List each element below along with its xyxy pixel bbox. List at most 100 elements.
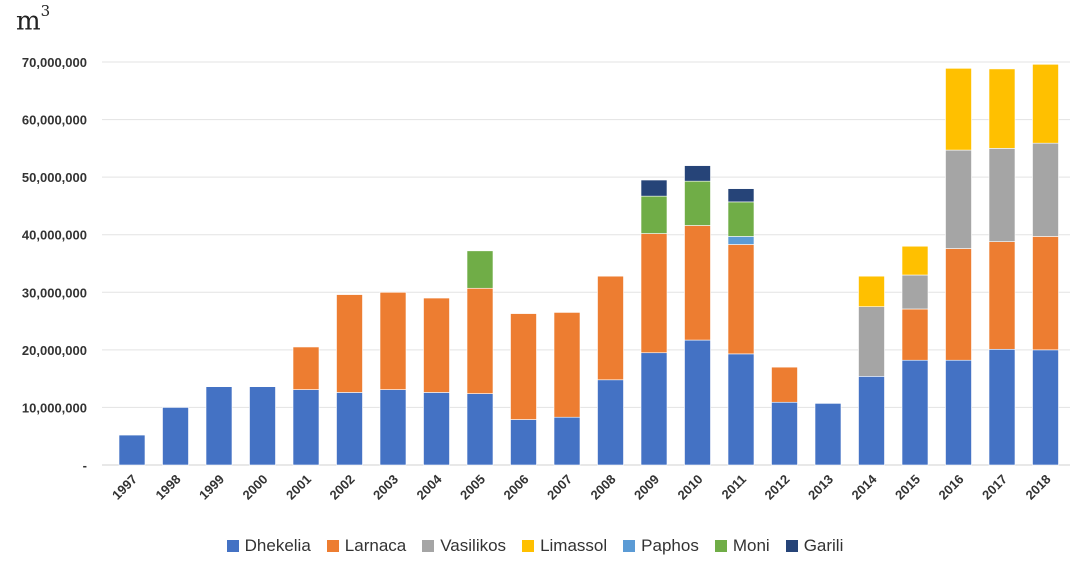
x-tick-label: 1998 [153, 472, 184, 503]
bar-stack-2015 [901, 245, 929, 466]
y-tick-label: 60,000,000 [22, 113, 87, 128]
bar-segment-garili-2011 [727, 188, 755, 203]
bar-stack-2004 [423, 297, 450, 466]
bar-stack-2007 [553, 312, 581, 466]
bar-stack-2006 [510, 313, 537, 466]
bar-segment-dhekelia-2004 [423, 392, 450, 466]
legend-swatch [226, 540, 239, 552]
bar-segment-dhekelia-2012 [771, 401, 798, 466]
bar-segment-larnaca-2004 [423, 297, 450, 393]
bar-segment-moni-2011 [727, 201, 755, 237]
bar-segment-larnaca-2018 [1032, 236, 1059, 351]
bar-segment-dhekelia-2013 [814, 403, 842, 466]
bar-segment-dhekelia-2014 [858, 376, 885, 466]
x-tick-label: 2006 [501, 472, 532, 503]
x-tick-label: 2014 [849, 471, 881, 503]
legend-swatch [623, 540, 636, 552]
y-tick-label: 40,000,000 [22, 228, 87, 243]
y-tick-label: - [83, 458, 87, 473]
legend-item-garili: Garili [785, 536, 844, 556]
x-tick-label: 2013 [805, 472, 836, 503]
bar-segment-larnaca-2003 [379, 291, 407, 390]
bar-segment-dhekelia-2016 [945, 359, 972, 466]
bar-segment-limassol-2018 [1032, 64, 1059, 144]
bar-stack-2012 [771, 366, 798, 466]
bar-segment-limassol-2015 [901, 245, 929, 276]
bar-segment-dhekelia-2010 [684, 339, 711, 466]
legend-label: Garili [803, 536, 844, 555]
bar-segment-garili-2009 [640, 179, 668, 197]
bar-stack-2013 [814, 403, 842, 466]
bar-stack-2000 [249, 386, 276, 466]
legend-label: Dhekelia [244, 536, 311, 555]
bar-segment-dhekelia-1997 [118, 434, 146, 466]
legend-item-paphos: Paphos [623, 536, 699, 556]
x-tick-label: 2003 [370, 472, 401, 503]
bars [118, 64, 1059, 466]
bar-segment-vasilikos-2018 [1032, 142, 1059, 237]
bar-segment-paphos-2011 [727, 236, 755, 245]
bar-segment-larnaca-2011 [727, 244, 755, 355]
y-tick-label: 70,000,000 [22, 55, 87, 70]
legend-swatch [785, 540, 798, 552]
bar-segment-larnaca-2005 [466, 287, 494, 394]
bar-segment-larnaca-2001 [292, 346, 320, 390]
y-tick-label: 50,000,000 [22, 170, 87, 185]
bar-stack-2014 [858, 275, 885, 466]
bar-segment-dhekelia-2003 [379, 389, 407, 466]
legend-item-dhekelia: Dhekelia [226, 536, 311, 556]
bar-stack-2001 [292, 346, 320, 466]
x-tick-label: 2004 [414, 471, 446, 503]
x-tick-label: 2000 [240, 472, 271, 503]
bar-segment-dhekelia-2007 [553, 416, 581, 466]
bar-segment-dhekelia-2015 [901, 359, 929, 466]
bar-stack-2011 [727, 188, 755, 466]
y-tick-label: 20,000,000 [22, 343, 87, 358]
legend-label: Paphos [641, 536, 699, 555]
bar-stack-2016 [945, 68, 972, 466]
bar-segment-dhekelia-2018 [1032, 349, 1059, 466]
legend-item-vasilikos: Vasilikos [422, 536, 506, 556]
bar-segment-garili-2010 [684, 165, 711, 182]
bar-segment-dhekelia-1998 [162, 407, 189, 466]
legend-label: Larnaca [344, 536, 407, 555]
x-tick-label: 2015 [892, 472, 923, 503]
bar-segment-limassol-2017 [988, 68, 1016, 149]
bar-stack-2018 [1032, 64, 1059, 466]
bar-segment-larnaca-2015 [901, 308, 929, 361]
legend-item-moni: Moni [714, 536, 770, 556]
x-tick-label: 2012 [762, 472, 793, 503]
x-tick-label: 1999 [196, 472, 227, 503]
x-tick-label: 2010 [675, 472, 706, 503]
bar-segment-dhekelia-2017 [988, 348, 1016, 466]
x-tick-label: 2018 [1023, 472, 1054, 503]
legend-swatch [522, 540, 535, 552]
bar-segment-vasilikos-2016 [945, 149, 972, 249]
bar-segment-larnaca-2010 [684, 225, 711, 341]
legend-label: Vasilikos [440, 536, 507, 555]
x-tick-label: 2016 [936, 472, 967, 503]
bar-segment-larnaca-2008 [597, 275, 624, 381]
bar-stack-2008 [597, 275, 624, 466]
legend-swatch [326, 540, 339, 552]
x-tick-label: 2008 [588, 472, 619, 503]
bar-stack-2017 [988, 68, 1016, 466]
x-tick-label: 2017 [979, 472, 1010, 503]
bar-segment-dhekelia-2000 [249, 386, 276, 466]
bar-stack-1997 [118, 434, 146, 466]
x-tick-label: 2001 [283, 472, 314, 503]
bar-segment-limassol-2016 [945, 68, 972, 151]
legend-item-limassol: Limassol [522, 536, 607, 556]
bar-segment-dhekelia-2005 [466, 393, 494, 466]
y-tick-label: 30,000,000 [22, 285, 87, 300]
bar-segment-moni-2009 [640, 195, 668, 234]
legend-swatch [714, 540, 727, 552]
legend-label: Moni [732, 536, 770, 555]
bar-stack-2003 [379, 291, 407, 466]
bar-segment-larnaca-2007 [553, 312, 581, 418]
stacked-bar-chart: - 10,000,000 20,000,000 30,000,000 40,000,00… [22, 55, 1070, 503]
bar-segment-larnaca-2017 [988, 241, 1016, 350]
y-axis-tick-labels: - 10,000,000 20,000,000 30,000,000 40,000,00… [22, 55, 87, 473]
bar-segment-dhekelia-2009 [640, 352, 668, 466]
bar-segment-limassol-2014 [858, 275, 885, 307]
